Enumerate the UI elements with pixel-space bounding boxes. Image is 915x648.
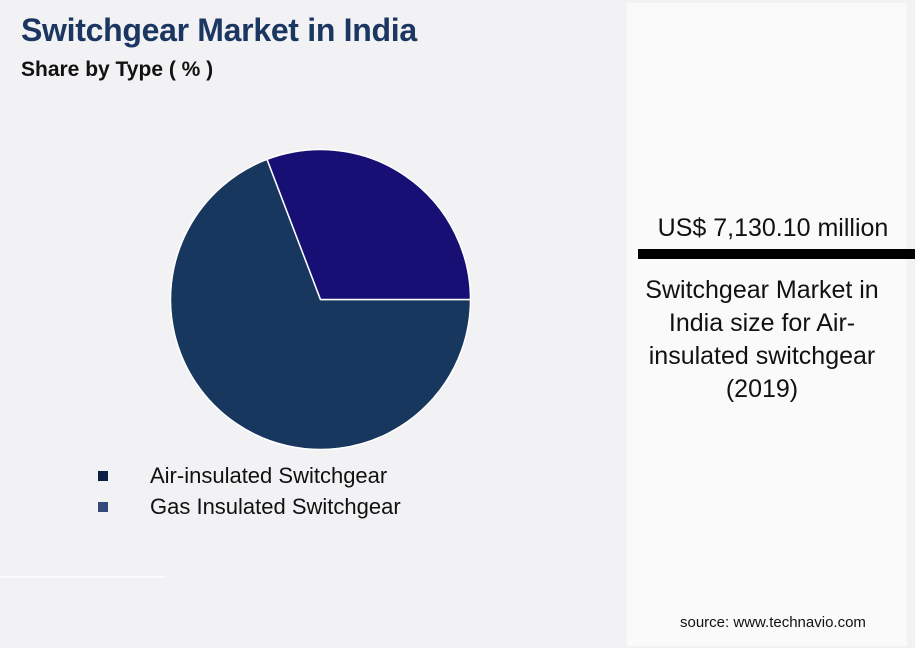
legend-label: Air-insulated Switchgear xyxy=(150,462,388,488)
source-credit: source: www.technavio.com xyxy=(680,614,866,631)
divider xyxy=(0,576,165,578)
legend: Air-insulated Switchgear Gas Insulated S… xyxy=(98,460,401,522)
pie-slice-gas-insulated xyxy=(266,149,471,301)
legend-item-gas-insulated: Gas Insulated Switchgear xyxy=(98,491,401,522)
chart-subtitle: Share by Type ( % ) xyxy=(21,58,214,81)
pie-chart xyxy=(170,149,471,450)
legend-item-air-insulated: Air-insulated Switchgear xyxy=(98,460,401,491)
legend-swatch-square-icon xyxy=(98,501,108,512)
pie-slice-air-insulated xyxy=(170,158,471,450)
kpi-value: US$ 7,130.10 million xyxy=(657,214,889,242)
legend-label: Gas Insulated Switchgear xyxy=(150,493,401,519)
legend-swatch-square-icon xyxy=(98,470,108,481)
kpi-underline xyxy=(638,249,915,259)
chart-title: Switchgear Market in India xyxy=(21,12,417,48)
kpi-panel xyxy=(627,3,907,646)
kpi-description: Switchgear Market in India size for Air-… xyxy=(645,276,879,403)
